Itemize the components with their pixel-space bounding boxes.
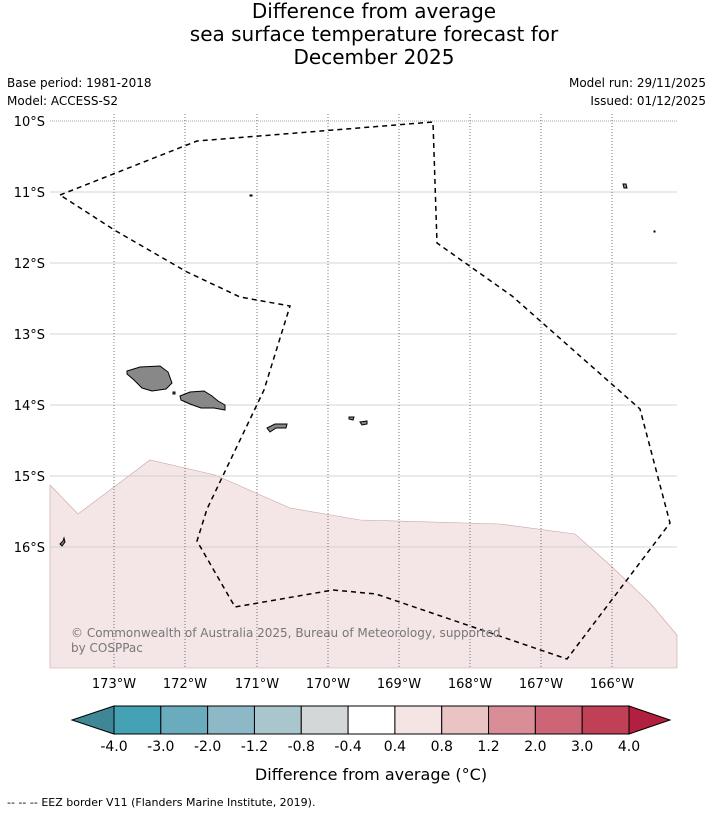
colorbar-cell — [347, 705, 396, 735]
lon-label: 169°W — [377, 677, 421, 692]
lon-label: 170°W — [306, 677, 350, 692]
colorbar-cell — [207, 705, 255, 735]
colorbar-tick-label: -3.0 — [147, 739, 174, 755]
colorbar-axis-label: Difference from average (°C) — [255, 765, 487, 784]
chart-title: Difference from average sea surface temp… — [0, 0, 713, 69]
colorbar-tick-label: 3.0 — [571, 739, 593, 755]
colorbar-tick-label: -0.8 — [288, 739, 315, 755]
eez-samoa — [58, 121, 671, 660]
meta-left: Base period: 1981-2018 Model: ACCESS-S2 — [7, 74, 152, 110]
colorbar-cell — [253, 705, 302, 735]
lon-label: 166°W — [590, 677, 634, 692]
colorbar-cell — [441, 705, 490, 735]
lat-gridlines — [50, 120, 677, 548]
lon-gridlines — [113, 114, 613, 668]
colorbar-cell — [160, 705, 209, 735]
colorbar-cell — [394, 705, 443, 735]
island-swains — [249, 194, 253, 197]
lon-label: 173°W — [92, 677, 136, 692]
lat-label: 13°S — [14, 328, 45, 343]
lat-label: 16°S — [14, 541, 45, 556]
colorbar-tick-label: 4.0 — [618, 739, 640, 755]
title-line-3: December 2025 — [293, 45, 455, 69]
island-upolu — [179, 390, 226, 411]
island-reef-1 — [172, 391, 176, 395]
island-tokelau — [622, 183, 628, 189]
colorbar: -4.0 -3.0 -2.0 -1.2 -0.8 -0.4 0.4 0.8 1.2 2.0 3.0 4… — [70, 705, 672, 784]
lat-label: 14°S — [14, 399, 45, 414]
title-line-2: sea surface temperature forecast for — [189, 22, 559, 46]
lon-label: 171°W — [235, 677, 279, 692]
lat-labels: 10°S 11°S 12°S 13°S 14°S 15°S 16°S — [14, 115, 45, 556]
lat-label: 10°S — [14, 115, 45, 130]
island-tutuila — [266, 423, 288, 433]
colorbar-cell — [488, 705, 536, 735]
colorbar-cell — [534, 705, 583, 735]
model-run: Model run: 29/11/2025 — [568, 76, 706, 90]
colorbar-tick-label: 0.4 — [384, 739, 406, 755]
lon-label: 168°W — [448, 677, 492, 692]
issued-date: Issued: 01/12/2025 — [590, 94, 706, 108]
colorbar-cell — [300, 705, 349, 735]
copyright-line-2: by COSPPac — [71, 641, 143, 655]
samoa-islands — [59, 183, 656, 547]
eez-line-symbol: -- -- -- — [7, 796, 38, 809]
colorbar-under-triangle — [70, 705, 115, 735]
base-period: Base period: 1981-2018 — [7, 76, 152, 90]
colorbar-tick-label: 2.0 — [524, 739, 546, 755]
island-manua-1 — [348, 416, 355, 421]
copyright-notice: © Commonwealth of Australia 2025, Bureau… — [71, 626, 501, 656]
copyright-line-1: © Commonwealth of Australia 2025, Bureau… — [71, 626, 501, 640]
colorbar-cell — [113, 705, 162, 735]
footer-legend: -- -- -- EEZ border V11 (Flanders Marine… — [7, 796, 315, 809]
island-savaii — [126, 365, 173, 392]
island-manua-2 — [359, 420, 368, 426]
model-name: Model: ACCESS-S2 — [7, 94, 119, 108]
eez-legend-text: EEZ border V11 (Flanders Marine Institut… — [41, 796, 316, 809]
colorbar-tick-label: 0.8 — [431, 739, 453, 755]
island-wallis — [59, 536, 66, 547]
meta-right: Model run: 29/11/2025 Issued: 01/12/2025 — [569, 74, 706, 110]
colorbar-tick-label: -0.4 — [334, 739, 361, 755]
colorbar-tick-labels: -4.0 -3.0 -2.0 -1.2 -0.8 -0.4 0.4 0.8 1.2 2.0 3.0 4… — [100, 739, 640, 755]
colorbar-tick-label: 1.2 — [477, 739, 499, 755]
eez-borders — [58, 121, 671, 660]
lon-labels: 173°W 172°W 171°W 170°W 169°W 168°W 167°… — [92, 677, 634, 692]
lat-label: 11°S — [14, 186, 45, 201]
island-tokelau-2 — [653, 230, 656, 233]
colorbar-tick-label: -2.0 — [194, 739, 221, 755]
lat-label: 12°S — [14, 257, 45, 272]
lat-label: 15°S — [14, 470, 45, 485]
colorbar-tick-label: -1.2 — [241, 739, 268, 755]
lon-label: 167°W — [519, 677, 563, 692]
title-line-1: Difference from average — [251, 0, 497, 23]
colorbar-cell — [581, 705, 630, 735]
colorbar-tick-label: -4.0 — [100, 739, 127, 755]
colorbar-over-triangle — [628, 705, 672, 735]
colorbar-cells — [113, 705, 630, 735]
lon-label: 172°W — [163, 677, 207, 692]
